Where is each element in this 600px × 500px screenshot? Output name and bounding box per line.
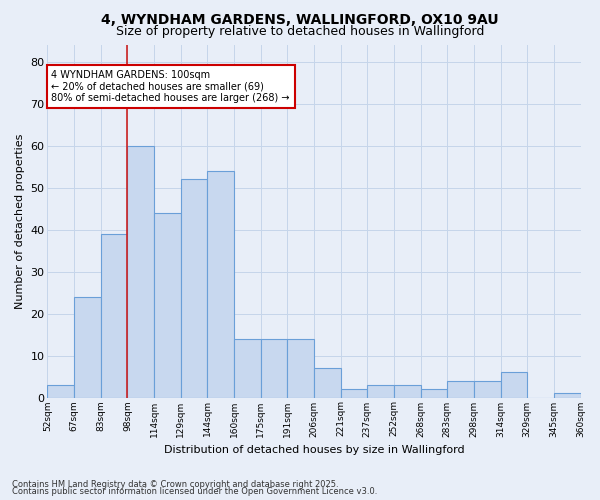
Bar: [181, 180, 208, 398]
Text: Size of property relative to detached houses in Wallingford: Size of property relative to detached ho…: [116, 25, 484, 38]
Bar: [341, 389, 367, 398]
Bar: [394, 385, 421, 398]
Bar: [421, 389, 447, 398]
Bar: [154, 213, 181, 398]
Bar: [127, 146, 154, 398]
Bar: [74, 297, 101, 398]
Bar: [367, 385, 394, 398]
Bar: [260, 339, 287, 398]
X-axis label: Distribution of detached houses by size in Wallingford: Distribution of detached houses by size …: [164, 445, 464, 455]
Text: Contains HM Land Registry data © Crown copyright and database right 2025.: Contains HM Land Registry data © Crown c…: [12, 480, 338, 489]
Bar: [101, 234, 127, 398]
Bar: [47, 385, 74, 398]
Bar: [208, 171, 234, 398]
Bar: [554, 394, 581, 398]
Bar: [447, 380, 474, 398]
Y-axis label: Number of detached properties: Number of detached properties: [15, 134, 25, 309]
Text: 4 WYNDHAM GARDENS: 100sqm
← 20% of detached houses are smaller (69)
80% of semi-: 4 WYNDHAM GARDENS: 100sqm ← 20% of detac…: [52, 70, 290, 103]
Bar: [234, 339, 260, 398]
Text: Contains public sector information licensed under the Open Government Licence v3: Contains public sector information licen…: [12, 488, 377, 496]
Text: 4, WYNDHAM GARDENS, WALLINGFORD, OX10 9AU: 4, WYNDHAM GARDENS, WALLINGFORD, OX10 9A…: [101, 12, 499, 26]
Bar: [314, 368, 341, 398]
Bar: [500, 372, 527, 398]
Bar: [474, 380, 500, 398]
Bar: [287, 339, 314, 398]
